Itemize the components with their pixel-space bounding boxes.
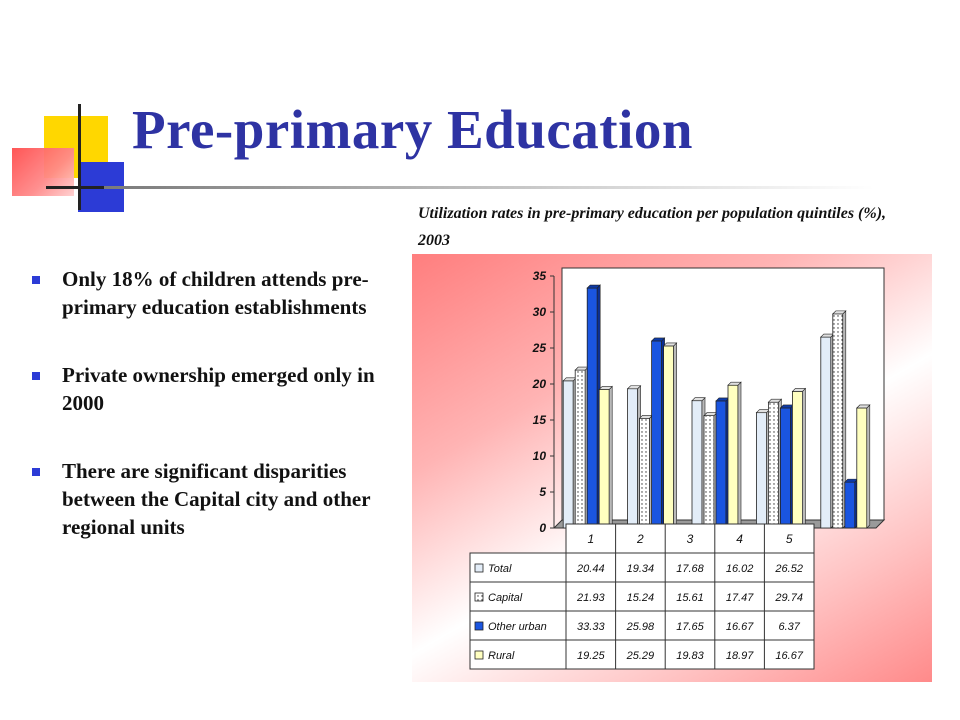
data-value-label: 19.83 <box>676 650 704 662</box>
data-value-label: 18.97 <box>726 650 754 662</box>
bar-top <box>691 397 706 402</box>
bar-top <box>626 385 642 390</box>
bar <box>562 380 574 529</box>
bar-side <box>866 404 871 529</box>
decor-horizontal-line <box>46 186 136 189</box>
bar <box>791 391 803 529</box>
bar-top <box>832 310 847 315</box>
title-underline <box>104 186 874 189</box>
y-tick-label: 30 <box>533 305 547 319</box>
bar <box>663 345 675 529</box>
bar <box>832 313 844 529</box>
data-value-label: 15.24 <box>627 592 655 604</box>
legend-swatch <box>474 650 484 660</box>
y-tick-label: 25 <box>532 341 547 355</box>
y-tick-label: 15 <box>533 413 547 427</box>
data-value-label: 25.98 <box>626 621 655 633</box>
legend-series-name: Total <box>488 563 512 575</box>
legend-swatch <box>474 592 484 602</box>
bar-top <box>727 381 742 386</box>
legend-swatch <box>474 621 484 631</box>
data-value-label: 33.33 <box>577 621 605 633</box>
data-value-label: 26.52 <box>774 563 803 575</box>
legend-series-name: Other urban <box>488 621 547 633</box>
bar-side <box>608 385 613 529</box>
y-tick-label: 0 <box>539 521 546 535</box>
chart-title: Utilization rates in pre-primary educati… <box>418 205 887 249</box>
data-value-label: 25.29 <box>626 650 655 662</box>
x-category-label: 2 <box>636 532 644 546</box>
table-header-row <box>565 523 815 554</box>
bar-chart: 0 5 10 15 20 25 30 35 1 2 3 4 5 Total 20.44 19.34 17.68… <box>469 267 886 670</box>
bar-top <box>791 388 807 392</box>
bar-top <box>767 398 783 403</box>
bar <box>598 388 610 529</box>
bar <box>703 415 715 529</box>
decor-vertical-line <box>78 104 81 210</box>
bar-top <box>586 284 601 289</box>
bar <box>627 388 639 529</box>
bar <box>755 412 767 529</box>
data-value-label: 17.65 <box>676 621 704 633</box>
x-category-label: 4 <box>736 532 743 546</box>
bar <box>844 481 856 529</box>
bar <box>727 384 739 529</box>
bar <box>779 407 791 529</box>
bar <box>715 400 727 529</box>
bar <box>586 287 598 529</box>
bar-top <box>662 342 678 347</box>
data-value-label: 17.47 <box>726 592 754 604</box>
data-value-label: 16.02 <box>726 563 754 575</box>
bar-top <box>650 337 666 342</box>
bullet-text: Private ownership emerged only in 2000 <box>62 363 375 415</box>
bar <box>856 407 868 529</box>
bar-top <box>856 404 871 409</box>
legend-series-name: Capital <box>488 592 523 604</box>
bar-top <box>598 386 613 390</box>
data-value-label: 16.67 <box>726 621 754 633</box>
y-tick-label: 10 <box>533 449 547 463</box>
y-tick-label: 5 <box>539 485 546 499</box>
bullet-square-icon <box>32 372 40 380</box>
x-category-label: 3 <box>687 532 694 546</box>
data-value-label: 19.25 <box>577 650 605 662</box>
data-value-label: 16.67 <box>775 650 803 662</box>
data-value-label: 19.34 <box>627 563 655 575</box>
bar <box>691 400 703 529</box>
bar <box>639 417 651 529</box>
bullet-list: Only 18% of children attends pre-primary… <box>32 265 412 581</box>
y-tick-label: 20 <box>532 377 547 391</box>
data-value-label: 20.44 <box>576 563 605 575</box>
bar <box>820 336 832 529</box>
data-value-label: 15.61 <box>676 592 704 604</box>
bullet-square-icon <box>32 468 40 476</box>
bullet-square-icon <box>32 276 40 284</box>
page-title: Pre-primary Education <box>132 99 693 160</box>
data-value-label: 17.68 <box>676 563 704 575</box>
bar-side <box>737 381 742 529</box>
data-value-label: 6.37 <box>778 621 800 633</box>
legend-swatch <box>474 563 484 573</box>
x-category-label: 1 <box>587 532 594 546</box>
bullet-text: Only 18% of children attends pre-primary… <box>62 267 369 319</box>
bar <box>574 369 586 529</box>
bullet-item: Only 18% of children attends pre-primary… <box>32 265 412 321</box>
y-tick-label: 35 <box>533 269 547 283</box>
bullet-item: Private ownership emerged only in 2000 <box>32 361 412 417</box>
bullet-text: There are significant disparities betwee… <box>62 459 371 539</box>
bar <box>651 340 663 529</box>
x-category-label: 5 <box>786 532 793 546</box>
bullet-item: There are significant disparities betwee… <box>32 457 412 541</box>
bar <box>767 401 779 529</box>
data-value-label: 21.93 <box>576 592 605 604</box>
bar-side <box>802 387 806 529</box>
bar-side <box>673 342 677 529</box>
legend-series-name: Rural <box>488 650 515 662</box>
chart-panel: 0 5 10 15 20 25 30 35 1 2 3 4 5 Total 20.44 19.34 17.68… <box>412 254 932 682</box>
data-value-label: 29.74 <box>774 592 803 604</box>
